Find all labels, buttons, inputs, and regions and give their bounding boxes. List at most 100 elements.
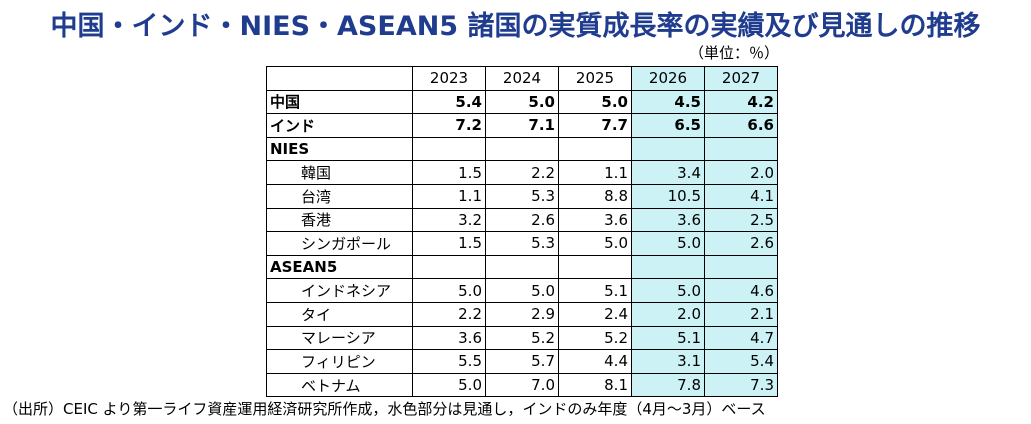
row-label: 中国 bbox=[266, 89, 413, 115]
row-label: 台湾 bbox=[266, 183, 413, 209]
value-cell: 5.4 bbox=[704, 349, 778, 374]
table-row: インドネシア 5.0 5.0 5.1 5.0 4.6 bbox=[266, 278, 778, 303]
value-cell: 5.4 bbox=[412, 89, 486, 115]
value-cell: 5.0 bbox=[558, 89, 632, 115]
table-row: ASEAN5 bbox=[266, 254, 778, 280]
value-cell: 7.7 bbox=[558, 113, 632, 138]
value-cell: 1.1 bbox=[558, 160, 632, 185]
corner-cell bbox=[266, 66, 413, 91]
value-cell: 5.1 bbox=[558, 278, 632, 303]
value-cell: 2.9 bbox=[485, 301, 559, 327]
value-cell: 5.1 bbox=[631, 325, 705, 351]
value-cell bbox=[558, 136, 632, 162]
value-cell: 7.2 bbox=[412, 113, 486, 138]
row-label: インドネシア bbox=[266, 278, 413, 303]
value-cell: 1.1 bbox=[412, 183, 486, 209]
col-header: 2024 bbox=[485, 66, 559, 91]
value-cell: 10.5 bbox=[631, 183, 705, 209]
value-cell bbox=[631, 254, 705, 280]
table-row: 韓国 1.5 2.2 1.1 3.4 2.0 bbox=[266, 160, 778, 185]
row-label: タイ bbox=[266, 301, 413, 327]
value-cell: 3.2 bbox=[412, 207, 486, 233]
value-cell: 8.8 bbox=[558, 183, 632, 209]
value-cell bbox=[558, 254, 632, 280]
value-cell: 5.3 bbox=[485, 231, 559, 256]
source-note: （出所）CEIC より第一ライフ資産運用経済研究所作成，水色部分は見通し，インド… bbox=[3, 400, 766, 418]
value-cell: 5.2 bbox=[485, 325, 559, 351]
table-row: タイ 2.2 2.9 2.4 2.0 2.1 bbox=[266, 301, 778, 327]
page-title: 中国・インド・NIES・ASEAN5 諸国の実質成長率の実績及び見通しの推移 bbox=[50, 11, 981, 42]
unit-label: （単位：％） bbox=[688, 44, 779, 62]
value-cell: 3.6 bbox=[412, 325, 486, 351]
table-row: 中国 5.4 5.0 5.0 4.5 4.2 bbox=[266, 89, 778, 115]
row-label: ASEAN5 bbox=[266, 254, 413, 280]
col-header: 2025 bbox=[558, 66, 632, 91]
row-label: ベトナム bbox=[266, 372, 413, 398]
header-row: 2023 2024 2025 2026 2027 bbox=[266, 66, 778, 91]
value-cell: 2.5 bbox=[704, 207, 778, 233]
value-cell: 3.6 bbox=[631, 207, 705, 233]
table-row: シンガポール 1.5 5.3 5.0 5.0 2.6 bbox=[266, 231, 778, 256]
table-row: NIES bbox=[266, 136, 778, 162]
row-label: 韓国 bbox=[266, 160, 413, 185]
table-row: インド 7.2 7.1 7.7 6.5 6.6 bbox=[266, 113, 778, 138]
value-cell: 5.7 bbox=[485, 349, 559, 374]
value-cell bbox=[631, 136, 705, 162]
value-cell: 3.4 bbox=[631, 160, 705, 185]
table-body: 中国 5.4 5.0 5.0 4.5 4.2 インド 7.2 7.1 7.7 6.5 6.6 NIES 韓… bbox=[266, 89, 778, 398]
value-cell: 2.0 bbox=[631, 301, 705, 327]
value-cell: 5.0 bbox=[631, 231, 705, 256]
value-cell bbox=[704, 136, 778, 162]
value-cell: 4.6 bbox=[704, 278, 778, 303]
value-cell: 5.0 bbox=[412, 372, 486, 398]
value-cell: 2.0 bbox=[704, 160, 778, 185]
col-header: 2023 bbox=[412, 66, 486, 91]
value-cell: 5.0 bbox=[412, 278, 486, 303]
table-row: マレーシア 3.6 5.2 5.2 5.1 4.7 bbox=[266, 325, 778, 351]
value-cell: 2.2 bbox=[412, 301, 486, 327]
value-cell: 5.0 bbox=[631, 278, 705, 303]
value-cell: 5.0 bbox=[558, 231, 632, 256]
value-cell bbox=[412, 254, 486, 280]
value-cell bbox=[704, 254, 778, 280]
value-cell: 5.3 bbox=[485, 183, 559, 209]
row-label: マレーシア bbox=[266, 325, 413, 351]
value-cell: 1.5 bbox=[412, 160, 486, 185]
row-label: 香港 bbox=[266, 207, 413, 233]
value-cell: 2.6 bbox=[485, 207, 559, 233]
value-cell: 5.0 bbox=[485, 89, 559, 115]
value-cell: 4.5 bbox=[631, 89, 705, 115]
value-cell: 7.0 bbox=[485, 372, 559, 398]
col-header: 2026 bbox=[631, 66, 705, 91]
value-cell: 4.7 bbox=[704, 325, 778, 351]
table-row: ベトナム 5.0 7.0 8.1 7.8 7.3 bbox=[266, 372, 778, 398]
col-header: 2027 bbox=[704, 66, 778, 91]
value-cell: 5.2 bbox=[558, 325, 632, 351]
value-cell bbox=[412, 136, 486, 162]
row-label: フィリピン bbox=[266, 349, 413, 374]
value-cell: 6.6 bbox=[704, 113, 778, 138]
row-label: シンガポール bbox=[266, 231, 413, 256]
value-cell bbox=[485, 254, 559, 280]
table-row: フィリピン 5.5 5.7 4.4 3.1 5.4 bbox=[266, 349, 778, 374]
value-cell: 3.1 bbox=[631, 349, 705, 374]
value-cell: 7.8 bbox=[631, 372, 705, 398]
growth-table: 2023 2024 2025 2026 2027 中国 5.4 5.0 5.0 4.5 4… bbox=[266, 66, 778, 398]
value-cell: 4.1 bbox=[704, 183, 778, 209]
value-cell: 7.1 bbox=[485, 113, 559, 138]
value-cell bbox=[485, 136, 559, 162]
value-cell: 4.2 bbox=[704, 89, 778, 115]
row-label: NIES bbox=[266, 136, 413, 162]
table-row: 香港 3.2 2.6 3.6 3.6 2.5 bbox=[266, 207, 778, 233]
value-cell: 8.1 bbox=[558, 372, 632, 398]
value-cell: 2.1 bbox=[704, 301, 778, 327]
value-cell: 6.5 bbox=[631, 113, 705, 138]
value-cell: 5.5 bbox=[412, 349, 486, 374]
row-label: インド bbox=[266, 113, 413, 138]
value-cell: 5.0 bbox=[485, 278, 559, 303]
value-cell: 2.2 bbox=[485, 160, 559, 185]
value-cell: 2.4 bbox=[558, 301, 632, 327]
value-cell: 2.6 bbox=[704, 231, 778, 256]
value-cell: 3.6 bbox=[558, 207, 632, 233]
value-cell: 1.5 bbox=[412, 231, 486, 256]
